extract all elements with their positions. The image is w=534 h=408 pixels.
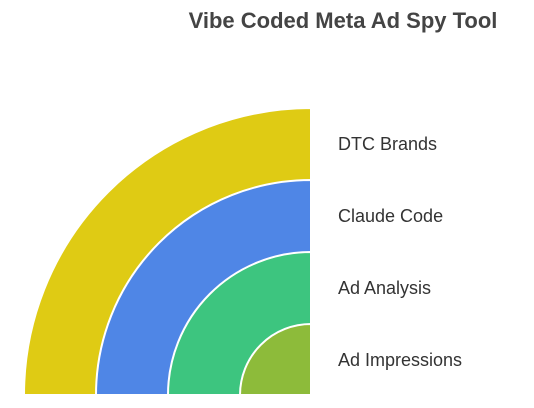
layer-label: Ad Impressions (338, 350, 462, 370)
title: Vibe Coded Meta Ad Spy Tool (189, 8, 498, 33)
layer-label: Ad Analysis (338, 278, 431, 298)
layer-label: Claude Code (338, 206, 443, 226)
layer-label: DTC Brands (338, 134, 437, 154)
layer-arc (238, 322, 312, 396)
